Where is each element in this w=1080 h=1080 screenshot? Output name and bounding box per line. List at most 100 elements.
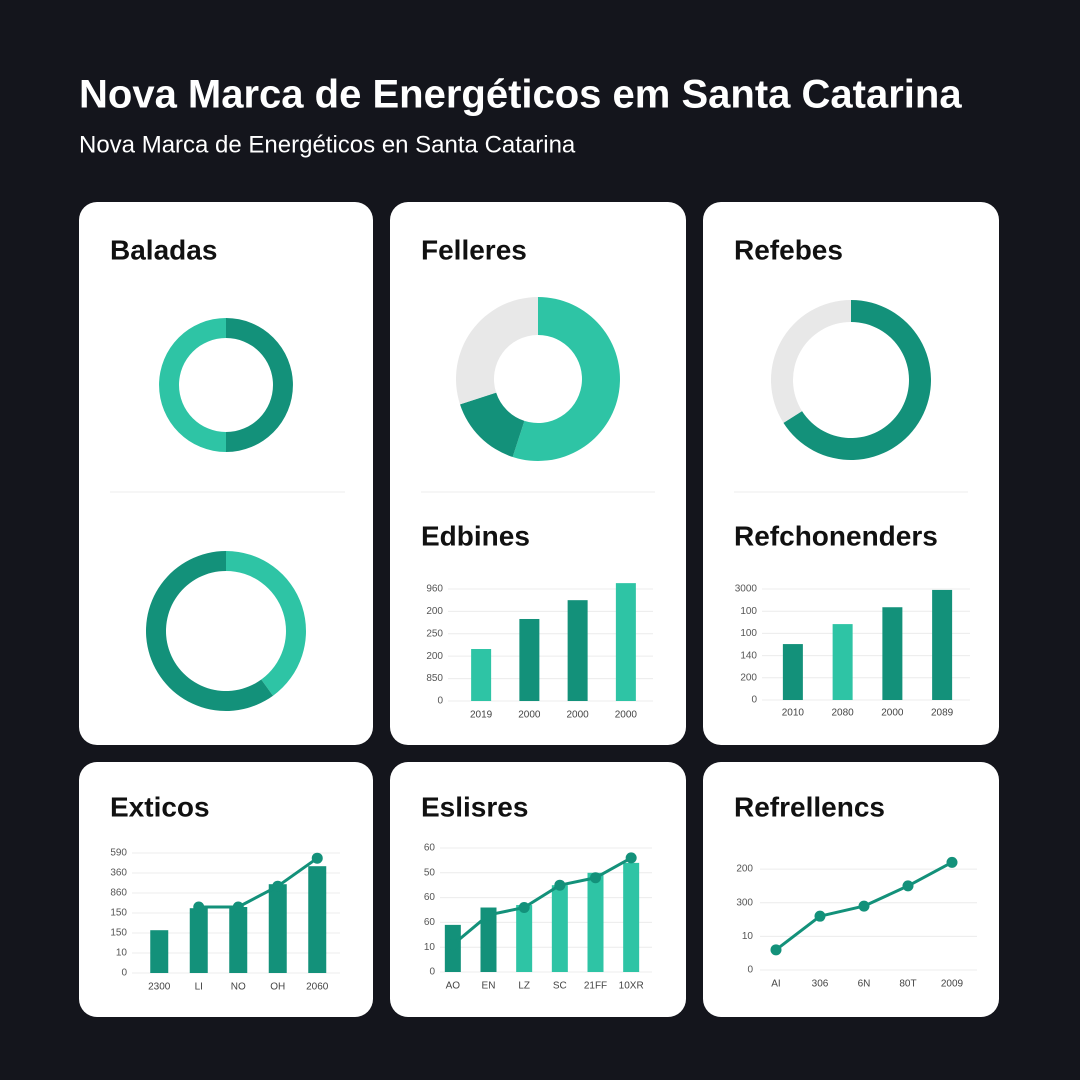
x-tick-label: 6N	[858, 979, 871, 990]
bar	[882, 607, 903, 700]
donut-segment	[460, 392, 525, 457]
y-tick-label: 150	[110, 928, 127, 939]
x-tick-label: LI	[195, 982, 203, 993]
chart-title: Baladas	[110, 234, 217, 265]
y-tick-label: 590	[110, 848, 127, 859]
x-tick-label: 2000	[518, 710, 541, 721]
y-tick-label: 0	[751, 695, 757, 706]
y-tick-label: 50	[424, 867, 436, 878]
donut-segment	[455, 296, 538, 405]
x-tick-label: LZ	[518, 981, 530, 992]
x-tick-label: 2019	[470, 710, 493, 721]
x-tick-label: 2000	[881, 708, 904, 719]
y-tick-label: 0	[121, 968, 127, 979]
line	[451, 856, 632, 946]
y-tick-label: 60	[424, 843, 436, 854]
chart-title: Edbines	[421, 520, 530, 551]
bar	[567, 600, 588, 701]
bar	[832, 624, 853, 700]
x-tick-label: SC	[553, 981, 567, 992]
y-tick-label: 960	[426, 584, 443, 595]
y-tick-label: 10	[116, 948, 128, 959]
y-tick-label: 150	[110, 908, 127, 919]
line-point	[272, 880, 284, 892]
line-point	[590, 872, 601, 884]
bar	[587, 872, 604, 972]
y-tick-label: 0	[747, 965, 753, 976]
line-point	[902, 880, 914, 892]
y-tick-label: 850	[426, 673, 443, 684]
y-tick-label: 140	[740, 650, 757, 661]
x-tick-label: 2089	[931, 708, 954, 719]
x-tick-label: 2010	[782, 708, 805, 719]
chart-title: Felleres	[421, 234, 527, 265]
line-point	[447, 939, 459, 951]
chart-title: Exticos	[110, 791, 210, 822]
chart-title: Refrellencs	[734, 791, 885, 822]
card	[703, 202, 999, 745]
y-tick-label: 200	[426, 651, 443, 662]
x-tick-label: 2009	[941, 979, 964, 990]
bar	[229, 907, 248, 973]
bar	[471, 649, 492, 701]
line-point	[858, 900, 870, 912]
page-subtitle: Nova Marca de Energéticos en Santa Catar…	[79, 131, 576, 158]
bar	[615, 583, 636, 701]
donut-segment	[770, 300, 851, 423]
x-tick-label: 2300	[148, 982, 171, 993]
card	[390, 202, 686, 745]
y-tick-label: 60	[424, 917, 436, 928]
line-point	[625, 852, 637, 864]
line-point	[193, 901, 205, 913]
line-point	[814, 910, 826, 922]
chart-title: Refchonenders	[734, 520, 938, 551]
x-tick-label: NO	[231, 982, 246, 993]
y-tick-label: 200	[736, 864, 753, 875]
y-tick-label: 100	[740, 628, 757, 639]
y-tick-label: 60	[424, 892, 436, 903]
bar	[932, 589, 953, 700]
card	[79, 202, 373, 745]
donut-segment	[226, 318, 293, 452]
x-tick-label: 2000	[567, 710, 590, 721]
card	[390, 762, 686, 1017]
bar	[308, 866, 327, 973]
bar	[150, 930, 169, 973]
line-point	[518, 902, 530, 914]
line-point	[770, 944, 782, 956]
y-tick-label: 10	[742, 931, 754, 942]
bar	[189, 908, 208, 973]
x-tick-label: EN	[482, 981, 496, 992]
y-tick-label: 300	[736, 897, 753, 908]
bar	[480, 907, 497, 972]
line-point	[483, 909, 494, 921]
chart-title: Refebes	[734, 234, 843, 265]
x-tick-label: 80T	[899, 979, 916, 990]
line-point	[232, 901, 244, 913]
x-tick-label: AI	[771, 979, 780, 990]
y-tick-label: 360	[110, 868, 127, 879]
x-tick-label: AO	[446, 981, 461, 992]
donut-segment	[145, 550, 274, 712]
y-tick-label: 10	[424, 942, 436, 953]
bar	[519, 618, 540, 701]
page-title: Nova Marca de Energéticos em Santa Catar…	[79, 73, 962, 117]
x-tick-label: 10XR	[619, 981, 644, 992]
x-tick-label: 2080	[832, 708, 855, 719]
line-point	[946, 856, 958, 868]
y-tick-label: 200	[426, 606, 443, 617]
y-tick-label: 860	[110, 888, 127, 899]
x-tick-label: 2060	[306, 982, 329, 993]
y-tick-label: 0	[437, 696, 443, 707]
donut-segment	[159, 318, 226, 452]
chart-title: Eslisres	[421, 791, 528, 822]
line-point	[554, 879, 566, 891]
line-point	[311, 852, 323, 864]
x-tick-label: 21FF	[584, 981, 607, 992]
x-tick-label: 2000	[615, 710, 638, 721]
y-tick-label: 100	[740, 606, 757, 617]
y-tick-label: 200	[740, 672, 757, 683]
bar	[782, 644, 803, 700]
x-tick-label: 306	[812, 979, 829, 990]
